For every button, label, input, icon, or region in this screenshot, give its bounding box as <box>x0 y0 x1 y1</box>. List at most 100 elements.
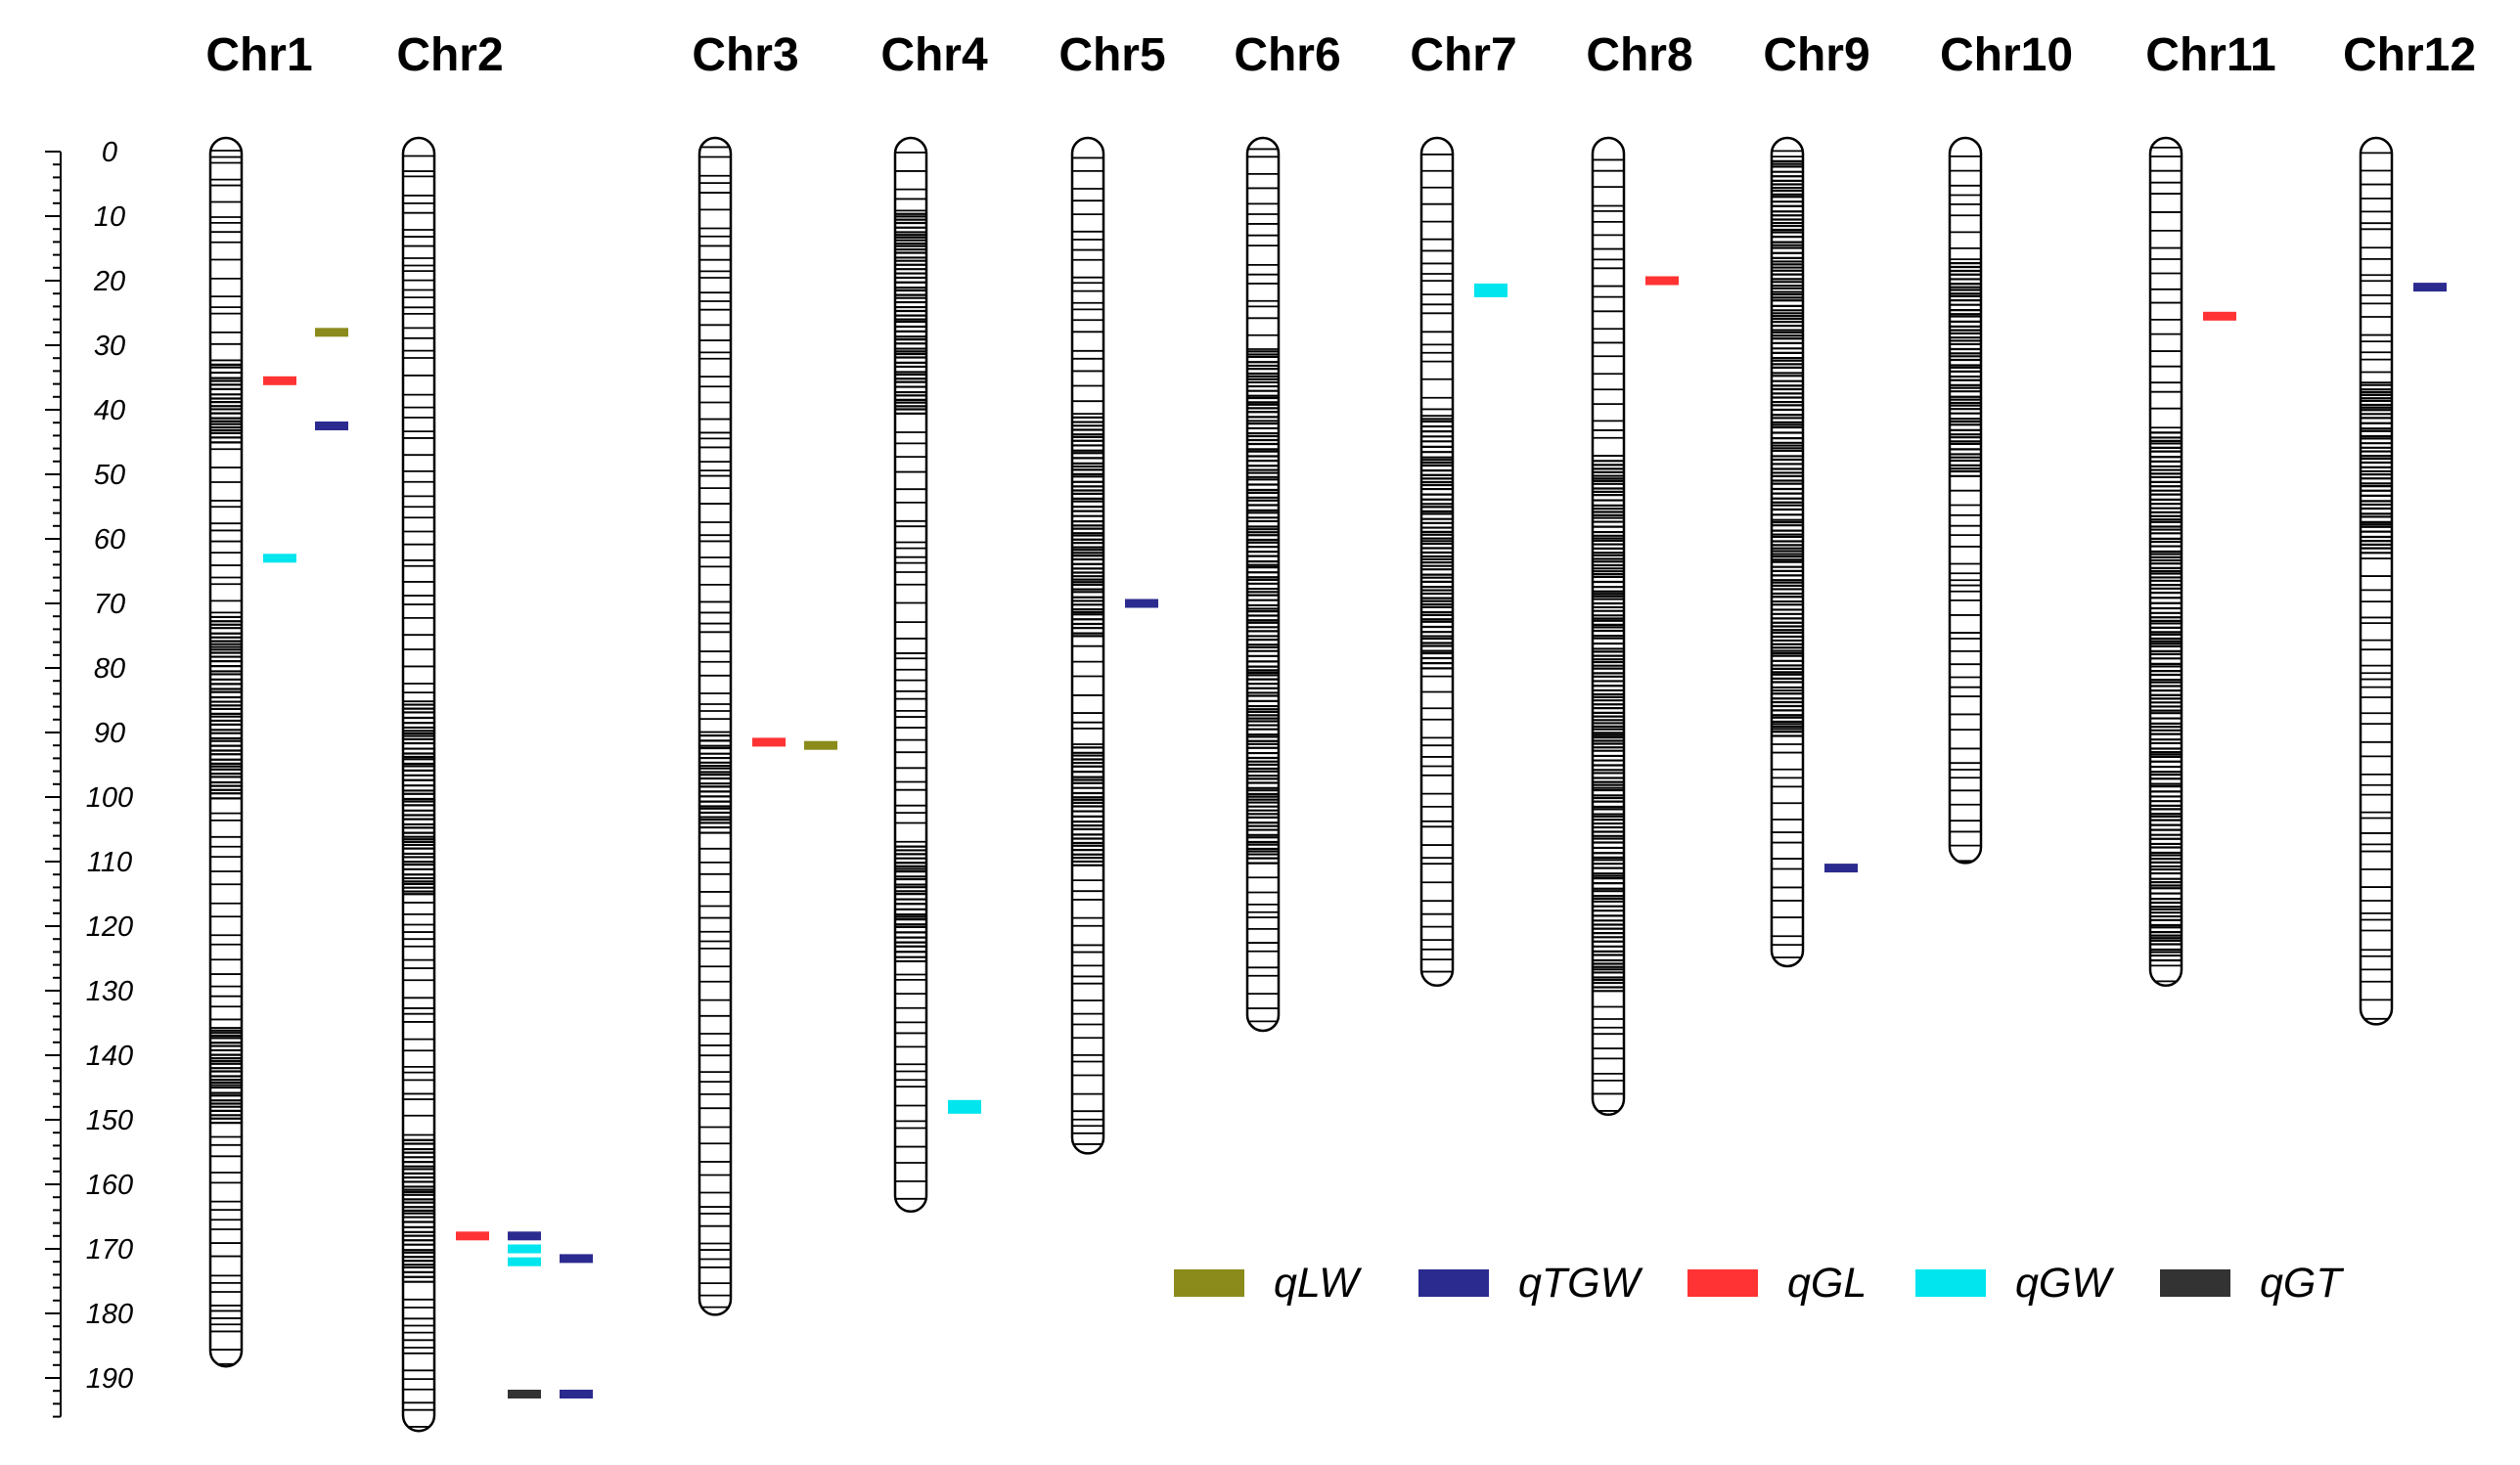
qtl-mark-qgl <box>456 1231 489 1241</box>
tick-label: 20 <box>93 266 125 297</box>
tick-label: 80 <box>94 653 125 685</box>
qtl-mark-qgt <box>508 1390 541 1398</box>
legend-swatch <box>1915 1269 1986 1297</box>
chromosome-title: Chr10 <box>1940 29 2073 81</box>
chromosome-outline <box>698 136 733 1316</box>
qtl-mark-qgw <box>508 1244 541 1254</box>
legend-item-qlw: qLW <box>1174 1260 1362 1307</box>
chromosome-chr2: Chr2 <box>396 29 504 1433</box>
chromosome-title: Chr4 <box>880 29 988 81</box>
marker-bands <box>403 155 434 1428</box>
chromosome-title: Chr5 <box>1058 29 1165 81</box>
tick-label: 150 <box>86 1105 133 1136</box>
chromosome-chr1: Chr1 <box>205 29 313 1368</box>
chromosome-group: Chr1 Chr2 Chr3 Chr4 Chr5 Chr6 Chr7 Chr8 Chr9 Chr1… <box>205 29 2476 1433</box>
chromosome-outline <box>2359 136 2394 1026</box>
marker-bands <box>2361 152 2392 1020</box>
tick-label: 120 <box>86 911 133 943</box>
chromosome-chr4: Chr4 <box>880 29 988 1214</box>
marker-bands <box>1593 158 1624 1112</box>
chromosome-outline <box>1948 136 1983 865</box>
legend-item-qgw: qGW <box>1915 1260 2114 1307</box>
qtl-mark-qgw <box>1474 283 1508 297</box>
chromosome-title: Chr11 <box>2145 29 2275 81</box>
marker-bands <box>1772 150 1803 958</box>
chromosome-chr9: Chr9 <box>1763 29 1870 968</box>
qtl-mark-qtgw <box>560 1390 593 1398</box>
tick-label: 50 <box>94 460 125 491</box>
marker-bands <box>1072 156 1103 1145</box>
tick-label: 100 <box>86 782 133 814</box>
legend-item-qgl: qGL <box>1688 1260 1867 1307</box>
tick-label: 130 <box>86 976 133 1007</box>
qtl-mark-qlw <box>804 740 837 750</box>
qtl-mark-qgw <box>508 1257 541 1266</box>
chromosome-outline <box>1591 136 1626 1117</box>
chromosome-chr12: Chr12 <box>2343 29 2476 1026</box>
qtl-mark-qgl <box>752 737 786 747</box>
qtl-mark-qgw <box>948 1099 981 1114</box>
position-axis: 0 10 20 30 40 50 60 70 80 90 100 110 120 130 140 150 160… <box>45 137 133 1418</box>
marker-bands <box>210 150 242 1365</box>
tick-label: 140 <box>86 1041 133 1072</box>
legend-label: qGL <box>1787 1260 1867 1307</box>
chromosome-title: Chr6 <box>1234 29 1340 81</box>
chromosome-outline <box>1770 136 1805 968</box>
tick-label: 90 <box>94 718 125 749</box>
legend-label: qGT <box>2260 1260 2344 1307</box>
chromosome-chr6: Chr6 <box>1234 29 1341 1033</box>
legend-item-qtgw: qTGW <box>1418 1260 1643 1307</box>
marker-bands <box>1247 148 1279 1023</box>
legend-item-qgt: qGT <box>2160 1260 2344 1307</box>
chromosome-title: Chr9 <box>1763 29 1869 81</box>
tick-label: 170 <box>86 1234 133 1265</box>
qtl-mark-qgw <box>263 554 296 563</box>
legend: qLW qTGW qGL qGW qGT <box>1174 1260 2344 1307</box>
legend-swatch <box>1174 1269 1244 1297</box>
legend-swatch <box>2160 1269 2230 1297</box>
tick-label: 180 <box>86 1299 133 1330</box>
chromosome-outline <box>893 136 928 1214</box>
legend-label: qTGW <box>1518 1260 1643 1307</box>
tick-label: 190 <box>86 1363 133 1395</box>
chromosome-title: Chr1 <box>205 29 312 81</box>
chromosome-outline <box>1070 136 1105 1155</box>
marker-bands <box>895 152 926 1200</box>
qtl-group <box>263 276 2447 1398</box>
chromosome-chr5: Chr5 <box>1058 29 1166 1155</box>
qtl-mark-qtgw <box>1125 599 1158 608</box>
chromosome-chr10: Chr10 <box>1940 29 2073 865</box>
qtl-mark-qtgw <box>2413 283 2447 292</box>
chromosome-chr8: Chr8 <box>1586 29 1693 1117</box>
tick-label: 0 <box>102 137 117 168</box>
tick-label: 110 <box>87 847 132 878</box>
qtl-mark-qgl <box>1645 276 1679 286</box>
chromosome-outline <box>401 136 436 1433</box>
legend-swatch <box>1688 1269 1758 1297</box>
qtl-mark-qgl <box>2203 311 2236 321</box>
marker-bands <box>1950 155 1981 863</box>
chromosome-outline <box>208 136 244 1368</box>
chromosome-title: Chr7 <box>1410 29 1516 81</box>
legend-label: qGW <box>2015 1260 2114 1307</box>
legend-label: qLW <box>1274 1260 1362 1307</box>
qtl-mark-qgl <box>263 376 296 385</box>
chromosome-chr7: Chr7 <box>1410 29 1517 988</box>
marker-bands <box>2150 146 2182 983</box>
qtl-mark-qlw <box>315 328 348 337</box>
qtl-mark-qtgw <box>315 422 348 430</box>
chromosome-outline <box>1419 136 1455 988</box>
marker-bands <box>699 146 731 1309</box>
tick-label: 30 <box>94 331 125 362</box>
chromosome-outline <box>1245 136 1281 1033</box>
chromosome-title: Chr12 <box>2343 29 2476 81</box>
tick-label: 70 <box>94 589 125 620</box>
chromosome-title: Chr8 <box>1586 29 1692 81</box>
marker-bands <box>1421 154 1453 973</box>
legend-swatch <box>1418 1269 1489 1297</box>
tick-label: 40 <box>94 395 125 426</box>
chromosome-title: Chr2 <box>396 29 503 81</box>
chromosome-title: Chr3 <box>692 29 798 81</box>
tick-label: 160 <box>86 1170 133 1201</box>
